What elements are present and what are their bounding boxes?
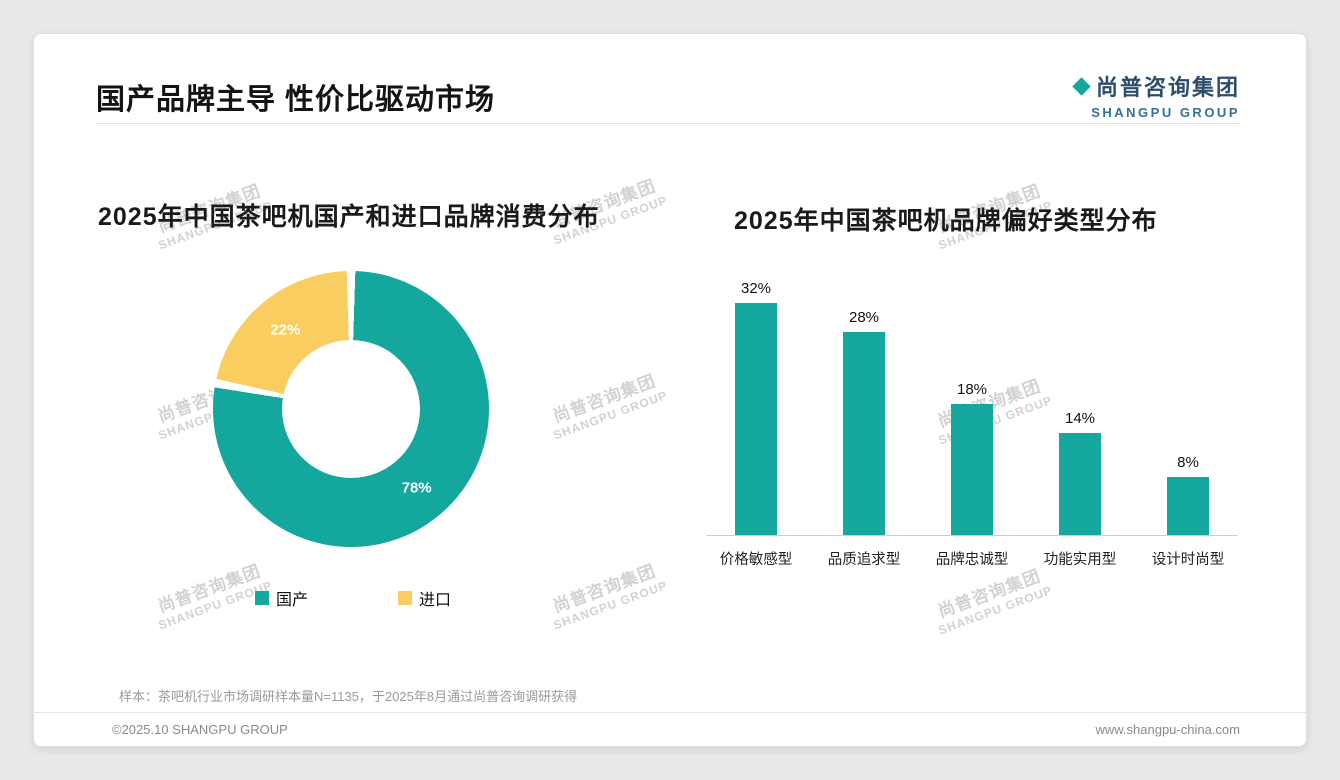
bar-value-label: 28% [848, 309, 880, 326]
bar-value-label: 14% [1064, 410, 1096, 427]
bar-category-label: 功能实用型 [1043, 552, 1117, 568]
sample-footnote: 样本：茶吧机行业市场调研样本量N=1135，于2025年8月通过尚普咨询调研获得 [119, 689, 578, 704]
footer-website: www.shangpu-china.com [1095, 722, 1240, 737]
bar-chart: 32% 28% 18% 14% 8% [706, 274, 1238, 536]
logo-text-cn: 尚普咨询集团 [1095, 75, 1240, 100]
legend-item: 国产 [254, 586, 308, 610]
donut-chart: 78% 22% [213, 271, 489, 547]
bar-category-axis: 价格敏感型 品质追求型 品牌忠诚型 功能实用型 设计时尚型 [706, 548, 1238, 569]
logo-text-en: SHANGPU GROUP [1091, 105, 1240, 120]
slide-card: 尚普咨询集团 SHANGPU GROUP 尚普咨询集团 SHANGPU GROUP 尚普… [33, 33, 1307, 747]
bar-category-label: 品质追求型 [827, 552, 901, 568]
bar-category-label: 价格敏感型 [719, 552, 793, 568]
bar-value-label: 18% [956, 381, 988, 398]
bar-value-label: 8% [1177, 454, 1199, 471]
bar-column: 8% [1138, 274, 1238, 535]
bar [951, 404, 993, 535]
logo-diamond-icon [1072, 76, 1091, 96]
donut-slice-label: 22% [270, 321, 301, 339]
legend-label: 国产 [275, 592, 308, 609]
page-title: 国产品牌主导 性价比驱动市场 [96, 84, 496, 116]
legend-label: 进口 [419, 592, 452, 609]
bar [1059, 433, 1101, 535]
header-divider [96, 123, 1241, 124]
bar-column: 14% [1030, 274, 1130, 535]
bar-chart-title: 2025年中国茶吧机品牌偏好类型分布 [734, 207, 1158, 235]
bar-column: 18% [922, 274, 1022, 535]
brand-logo: 尚普咨询集团 SHANGPU GROUP [1072, 70, 1240, 120]
footer-copyright: ©2025.10 SHANGPU GROUP [112, 722, 288, 737]
bar [735, 303, 777, 535]
bar-column: 28% [814, 274, 914, 535]
bar [843, 332, 885, 535]
donut-legend: 国产 进口 [153, 586, 553, 610]
bar-category-label: 品牌忠诚型 [935, 552, 1009, 568]
donut-chart-title: 2025年中国茶吧机国产和进口品牌消费分布 [98, 203, 600, 231]
legend-swatch [398, 591, 412, 605]
footer-divider [34, 712, 1306, 713]
donut-slice-label: 78% [401, 479, 432, 497]
bar-value-label: 32% [740, 280, 772, 297]
bar-column: 32% [706, 274, 806, 535]
bar-category-label: 设计时尚型 [1151, 552, 1225, 568]
legend-item: 进口 [398, 586, 451, 610]
legend-swatch [254, 591, 269, 605]
bar [1167, 477, 1209, 535]
donut-hole [282, 340, 420, 478]
